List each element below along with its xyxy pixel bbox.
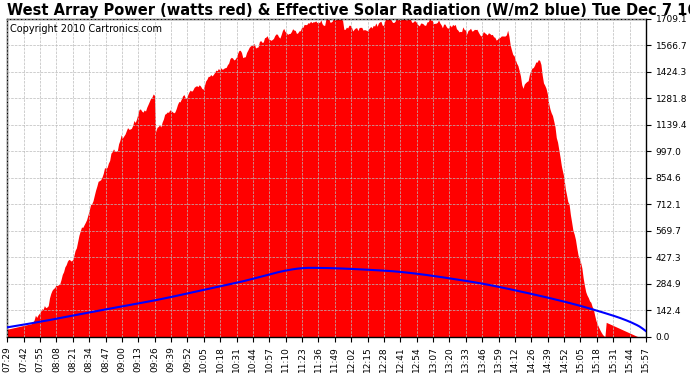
Text: Copyright 2010 Cartronics.com: Copyright 2010 Cartronics.com (10, 24, 162, 34)
Text: West Array Power (watts red) & Effective Solar Radiation (W/m2 blue) Tue Dec 7 1: West Array Power (watts red) & Effective… (8, 3, 690, 18)
